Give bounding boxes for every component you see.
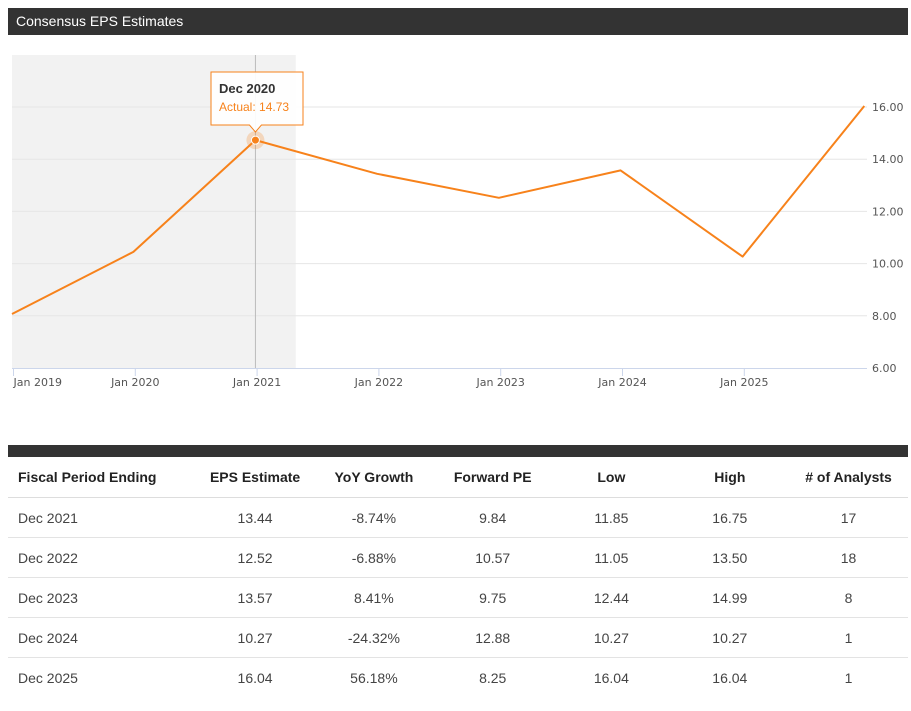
x-tick-label: Jan 2024: [597, 376, 646, 389]
table-row: Dec 2023 13.57 8.41% 9.75 12.44 14.99 8: [8, 577, 908, 618]
cell-low: 10.27: [552, 617, 671, 658]
cell-eps-estimate: 13.44: [195, 497, 315, 538]
x-tick-label: Jan 2020: [110, 376, 159, 389]
cell-high: 16.75: [670, 497, 790, 538]
cell-forward-pe: 8.25: [479, 669, 507, 686]
cell-low: 11.05: [552, 537, 671, 578]
col-header-fiscal-period: Fiscal Period Ending: [8, 457, 196, 498]
cell-yoy-growth: -24.32%: [314, 617, 434, 658]
hover-point-dec-2020[interactable]: [250, 135, 260, 145]
col-header-eps-estimate: EPS Estimate: [195, 457, 315, 498]
cell-forward-pe: 10.57: [433, 537, 553, 578]
chart-header: Consensus EPS Estimates: [8, 8, 908, 35]
table-header-row: Fiscal Period Ending EPS Estimate YoY Grow…: [8, 457, 908, 498]
cell-forward-pe: 9.75: [433, 577, 553, 618]
cell-high: 16.04: [712, 669, 748, 686]
cell-forward-pe: 12.88: [433, 617, 553, 658]
table-row: Dec 2024 10.27 -24.32% 12.88 10.27 10.27 1: [8, 617, 908, 658]
eps-series-line[interactable]: [11, 105, 866, 315]
x-tick-label: Jan 2019: [13, 376, 62, 389]
x-tick-label: Jan 2021: [232, 376, 281, 389]
chart-title: Consensus EPS Estimates: [16, 13, 184, 29]
tooltip-title: Dec 2020: [219, 81, 275, 96]
eps-line-chart[interactable]: 6.00 8.00 10.00 12.00 14.00 16.00 Jan 2019 Jan …: [0, 35, 911, 405]
cell-high: 10.27: [670, 617, 790, 658]
col-header-forward-pe: Forward PE: [433, 457, 553, 498]
cell-eps-estimate: 12.52: [195, 537, 315, 578]
cell-high: 13.50: [670, 537, 790, 578]
cell-yoy-growth: 56.18%: [350, 669, 398, 686]
y-tick-label: 6.00: [872, 362, 897, 375]
cell-yoy-growth: -6.88%: [314, 537, 434, 578]
cell-fiscal-period: Dec 2025: [18, 669, 78, 686]
cell-eps-estimate: 13.57: [195, 577, 315, 618]
tooltip-box: [210, 71, 304, 133]
col-header-low: Low: [552, 457, 671, 498]
cell-eps-estimate: 10.27: [195, 617, 315, 658]
cell-num-analysts: 18: [789, 537, 908, 578]
cell-num-analysts: 1: [844, 669, 853, 686]
table-header-bar: [8, 445, 908, 457]
table-row: Dec 2021 13.44 -8.74% 9.84 11.85 16.75 17: [8, 497, 908, 538]
y-tick-label: 14.00: [872, 153, 904, 166]
table-row: Dec 2025 16.04 56.18% 8.25 16.04 16.04 1: [8, 658, 908, 698]
cell-fiscal-period: Dec 2021: [8, 497, 196, 538]
y-tick-label: 12.00: [872, 205, 904, 218]
cell-num-analysts: 8: [789, 577, 908, 618]
cell-yoy-growth: 8.41%: [314, 577, 434, 618]
tooltip-value: Actual: 14.73: [219, 100, 289, 114]
col-header-num-analysts: # of Analysts: [789, 457, 908, 498]
y-tick-label: 8.00: [872, 310, 897, 323]
estimates-table: Fiscal Period Ending EPS Estimate YoY Grow…: [8, 457, 908, 697]
cell-num-analysts: 1: [789, 617, 908, 658]
x-tick-label: Jan 2025: [719, 376, 768, 389]
col-header-high: High: [670, 457, 790, 498]
cell-eps-estimate: 16.04: [237, 669, 273, 686]
cell-fiscal-period: Dec 2023: [8, 577, 196, 618]
cell-low: 16.04: [593, 669, 629, 686]
col-header-yoy-growth: YoY Growth: [314, 457, 434, 498]
cell-num-analysts: 17: [789, 497, 908, 538]
cell-fiscal-period: Dec 2024: [8, 617, 196, 658]
x-tick-label: Jan 2023: [475, 376, 524, 389]
y-tick-label: 10.00: [872, 258, 904, 271]
x-tick-label: Jan 2022: [354, 376, 403, 389]
table-row: Dec 2022 12.52 -6.88% 10.57 11.05 13.50 18: [8, 537, 908, 578]
cell-high: 14.99: [670, 577, 790, 618]
cell-fiscal-period: Dec 2022: [8, 537, 196, 578]
cell-low: 11.85: [552, 497, 671, 538]
y-tick-label: 16.00: [872, 101, 904, 114]
cell-low: 12.44: [552, 577, 671, 618]
cell-forward-pe: 9.84: [433, 497, 553, 538]
cell-yoy-growth: -8.74%: [314, 497, 434, 538]
